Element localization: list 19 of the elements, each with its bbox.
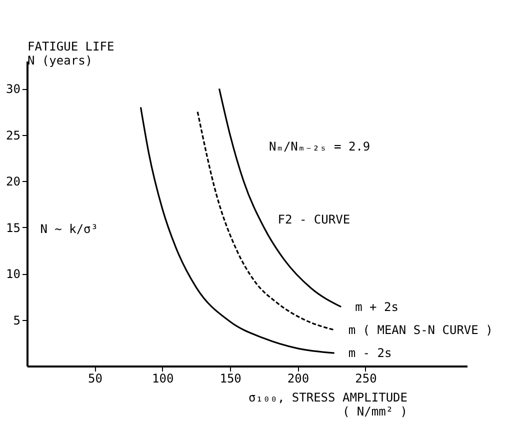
y-tick-label: 5	[13, 313, 20, 328]
y-tick-label: 20	[6, 174, 20, 189]
annotation: F2 - CURVE	[278, 212, 350, 227]
y-tick-label: 10	[6, 267, 20, 282]
x-tick-label: 50	[88, 372, 102, 386]
y-axis-title: FATIGUE LIFE N (years)	[28, 40, 114, 68]
y-tick-label: 15	[6, 220, 20, 235]
annotation: N ~ k/σ³	[40, 222, 98, 236]
series-label: m + 2s	[355, 300, 398, 314]
y-tick-label: 30	[6, 82, 20, 96]
x-axis-title: σ₁₀₀, STRESS AMPLITUDE ( N/mm² )	[248, 390, 408, 418]
x-tick-label: 200	[287, 372, 310, 386]
y-tick-label: 25	[6, 128, 20, 142]
series-label: m - 2s	[348, 346, 392, 360]
series-label: m ( MEAN S-N CURVE )	[348, 322, 493, 337]
x-tick-label: 150	[220, 372, 242, 386]
annotation: Nₘ/Nₘ₋₂ₛ = 2.9	[269, 139, 370, 154]
x-tick-label: 250	[355, 372, 377, 386]
x-tick-label: 100	[152, 372, 174, 386]
